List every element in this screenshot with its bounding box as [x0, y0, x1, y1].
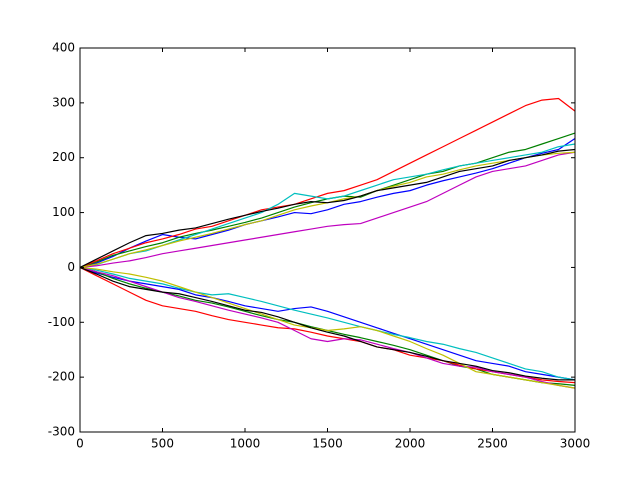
y-tick-label: 100	[52, 205, 75, 219]
data-line	[79, 148, 576, 268]
data-line	[79, 97, 576, 268]
data-line	[79, 266, 576, 389]
data-line	[79, 266, 575, 381]
y-tick-label: -100	[48, 315, 75, 329]
x-tick-label: 1500	[312, 437, 343, 451]
x-tick-label: 2500	[477, 437, 508, 451]
y-tick-label: 200	[52, 150, 75, 164]
x-tick-label: 1000	[230, 437, 261, 451]
data-line	[79, 266, 576, 381]
y-tick-label: 0	[67, 260, 75, 274]
data-line	[79, 266, 576, 381]
x-tick-label: 3000	[560, 437, 591, 451]
y-tick-label: -200	[48, 370, 75, 384]
data-line	[79, 138, 576, 269]
data-line	[79, 151, 576, 269]
y-tick-label: 400	[52, 41, 75, 55]
x-tick-label: 500	[151, 437, 174, 451]
x-tick-label: 0	[76, 437, 84, 451]
y-tick-label: -300	[48, 425, 75, 439]
x-tick-label: 2000	[395, 437, 426, 451]
y-tick-label: 300	[52, 95, 75, 109]
